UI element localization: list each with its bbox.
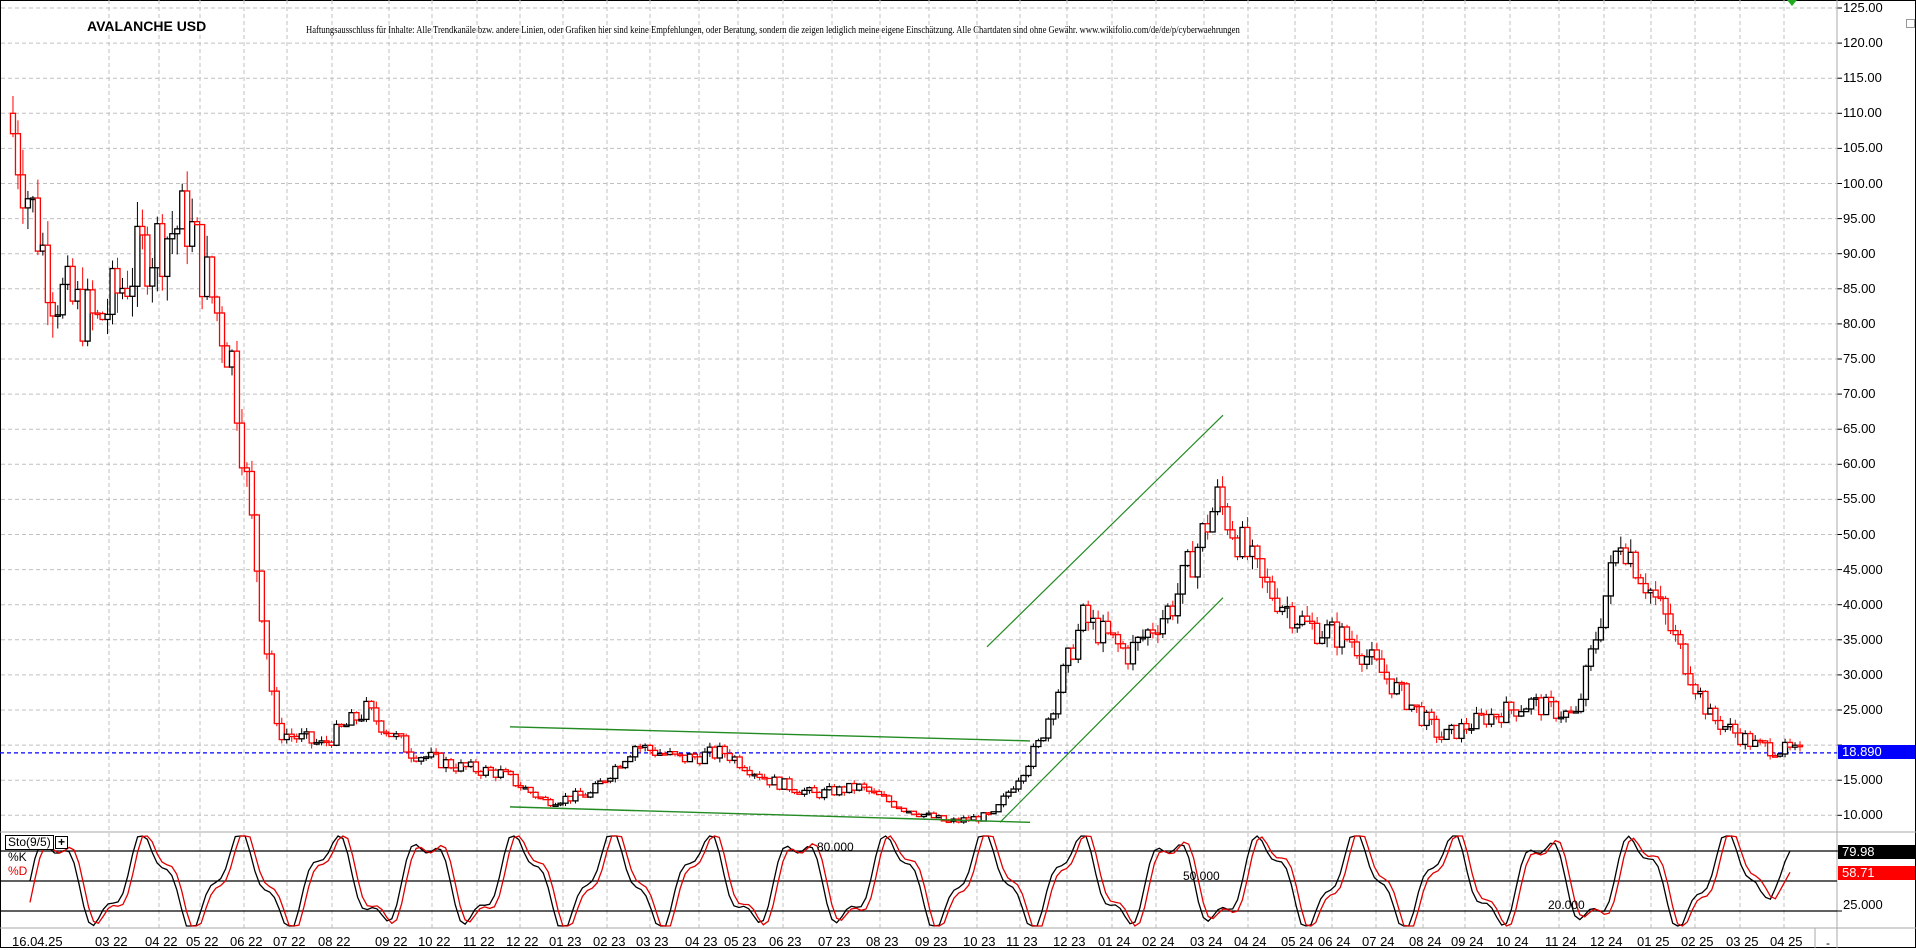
time-tick-label: 16.04.25 <box>12 934 63 949</box>
price-tick-label: 45.000 <box>1843 561 1883 577</box>
price-tick-label: 115.00 <box>1843 70 1882 86</box>
time-tick-label: 09 22 <box>375 934 408 949</box>
time-tick-label: 03 24 <box>1190 934 1223 949</box>
price-tick-label: 60.00 <box>1843 456 1876 472</box>
time-tick-label: 11 22 <box>463 934 495 949</box>
time-tick-label: 10 24 <box>1496 934 1529 949</box>
price-tick-label: 85.00 <box>1843 280 1876 296</box>
time-tick-label: 08 23 <box>866 934 899 949</box>
green-triangle-marker-icon <box>1787 0 1797 6</box>
time-tick-label: 09 24 <box>1451 934 1484 949</box>
time-tick-label: 05 23 <box>724 934 757 949</box>
axis-end-marker: - <box>1826 936 1830 950</box>
time-tick-label: 04 22 <box>145 934 178 949</box>
time-tick-label: 05 24 <box>1281 934 1314 949</box>
time-tick-label: 09 23 <box>915 934 948 949</box>
time-tick-label: 02 25 <box>1681 934 1714 949</box>
time-tick-label: 06 23 <box>769 934 802 949</box>
time-tick-label: 02 24 <box>1142 934 1175 949</box>
time-tick-label: 10 23 <box>963 934 996 949</box>
chart-title: AVALANCHE USD <box>87 18 207 34</box>
time-tick-label: 04 23 <box>685 934 718 949</box>
price-tick-label: 30.000 <box>1843 666 1883 682</box>
sto-axis-25: 25.000 <box>1843 897 1883 912</box>
current-price-tag: 18.890 <box>1838 745 1915 759</box>
time-tick-label: 07 22 <box>273 934 306 949</box>
price-tick-label: 65.00 <box>1843 421 1876 437</box>
price-tick-label: 10.000 <box>1843 807 1883 823</box>
time-tick-label: 10 22 <box>418 934 451 949</box>
price-tick-label: 90.00 <box>1843 245 1876 261</box>
time-tick-label: 07 24 <box>1362 934 1395 949</box>
time-tick-label: 08 24 <box>1409 934 1442 949</box>
time-tick-label: 08 22 <box>318 934 351 949</box>
time-tick-label: 01 23 <box>549 934 582 949</box>
time-tick-label: 07 23 <box>818 934 851 949</box>
k-line-label: %K <box>8 850 27 864</box>
time-tick-label: 12 23 <box>1053 934 1086 949</box>
time-tick-label: 11 24 <box>1545 934 1577 949</box>
time-tick-label: 05 22 <box>186 934 219 949</box>
k-value-tag: 79.98 <box>1838 845 1915 859</box>
price-tick-label: 55.00 <box>1843 491 1876 507</box>
collapse-panel-icon[interactable] <box>1906 19 1915 28</box>
time-tick-label: 03 23 <box>636 934 669 949</box>
time-tick-label: 12 24 <box>1590 934 1623 949</box>
price-tick-label: 35.000 <box>1843 631 1883 647</box>
price-tick-label: 105.00 <box>1843 140 1883 156</box>
time-tick-label: 02 23 <box>593 934 626 949</box>
price-tick-label: 80.00 <box>1843 315 1876 331</box>
time-tick-label: 04 24 <box>1234 934 1267 949</box>
time-tick-label: 04 25 <box>1770 934 1803 949</box>
price-tick-label: 70.00 <box>1843 386 1876 402</box>
price-tick-label: 40.000 <box>1843 596 1883 612</box>
level-50-label: 50.000 <box>1183 869 1220 883</box>
stochastic-legend[interactable]: Sto(9/5) <box>5 835 54 850</box>
price-tick-label: 75.00 <box>1843 351 1876 366</box>
price-tick-label: 95.00 <box>1843 210 1876 226</box>
time-tick-label: 03 22 <box>95 934 128 949</box>
time-tick-label: 01 24 <box>1098 934 1131 949</box>
d-value-tag: 58.71 <box>1838 866 1915 880</box>
add-indicator-button[interactable]: + <box>55 836 68 849</box>
time-tick-label: 12 22 <box>506 934 539 949</box>
price-tick-label: 120.00 <box>1843 35 1883 51</box>
d-line-label: %D <box>8 864 28 878</box>
price-tick-label: 125.00 <box>1843 0 1883 15</box>
price-tick-label: 110.00 <box>1843 105 1882 121</box>
level-80-label: 80.000 <box>817 840 854 854</box>
level-20-label: 20.000 <box>1548 898 1585 912</box>
disclaimer-text: Haftungsausschluss für Inhalte: Alle Tre… <box>306 25 1240 36</box>
time-tick-label: 11 23 <box>1006 934 1038 949</box>
time-tick-label: 01 25 <box>1637 934 1670 949</box>
time-tick-label: 06 22 <box>230 934 263 949</box>
price-tick-label: 100.00 <box>1843 175 1883 191</box>
price-tick-label: 15.000 <box>1843 772 1883 788</box>
price-tick-label: 50.00 <box>1843 526 1876 542</box>
time-tick-label: 03 25 <box>1726 934 1759 949</box>
price-tick-label: 25.000 <box>1843 702 1883 717</box>
time-tick-label: 06 24 <box>1318 934 1351 949</box>
